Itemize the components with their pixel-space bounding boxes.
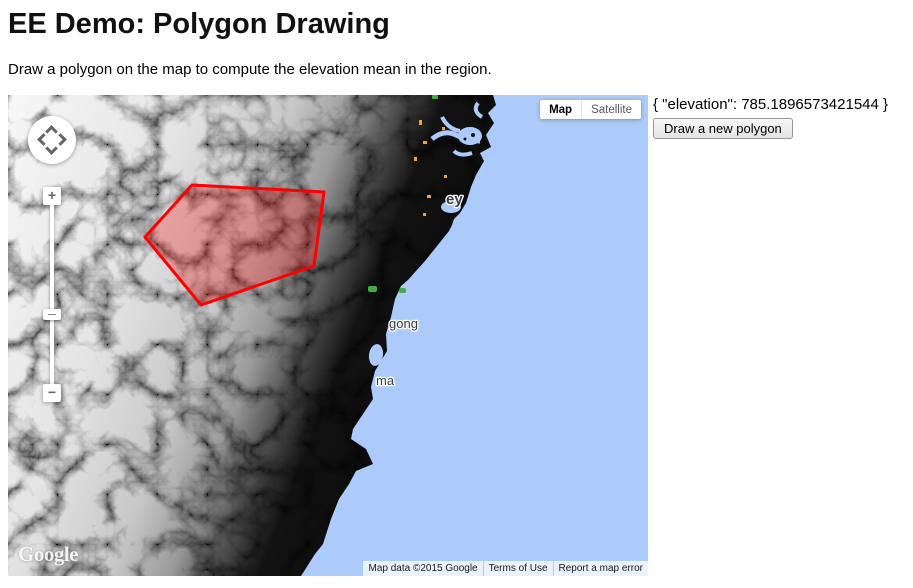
elevation-result: { "elevation": 785.1896573421544 } — [653, 96, 889, 113]
city-label-kiama: ma — [376, 373, 395, 388]
pan-down-icon[interactable] — [45, 142, 58, 155]
report-map-error-link[interactable]: Report a map error — [552, 561, 648, 576]
road-fragments — [414, 120, 447, 216]
zoom-slider-grip — [48, 314, 56, 315]
main-row: ey gong ma + − Map Satellite Google — [8, 95, 913, 576]
drawn-polygon[interactable] — [143, 183, 326, 307]
harbour-islets — [463, 133, 475, 141]
city-label-wollongong: gong — [389, 316, 418, 331]
map-data-copyright: Map data ©2015 Google — [368, 563, 478, 574]
elevation-map-layer: ey gong ma — [8, 95, 648, 576]
map-canvas[interactable]: ey gong ma + − Map Satellite Google — [8, 95, 648, 576]
terms-of-use-link[interactable]: Terms of Use — [482, 561, 553, 576]
city-label-sydney: ey — [446, 191, 463, 208]
zoom-slider-track[interactable] — [50, 205, 54, 384]
map-attribution: Map data ©2015 Google Terms of Use Repor… — [363, 561, 648, 576]
page-subtitle: Draw a polygon on the map to compute the… — [8, 61, 492, 78]
ocean-water — [301, 95, 648, 576]
park-patches — [368, 95, 438, 293]
results-panel: { "elevation": 785.1896573421544 } Draw … — [653, 95, 888, 139]
map-type-map-button[interactable]: Map — [540, 100, 582, 119]
map-type-satellite-button[interactable]: Satellite — [581, 100, 641, 119]
zoom-in-button[interactable]: + — [43, 187, 61, 205]
pan-control[interactable] — [28, 116, 76, 164]
page-title: EE Demo: Polygon Drawing — [8, 8, 390, 40]
zoom-out-button[interactable]: − — [43, 384, 61, 402]
pan-right-icon[interactable] — [54, 133, 67, 146]
zoom-slider-handle[interactable] — [43, 309, 61, 320]
map-type-control: Map Satellite — [540, 100, 641, 119]
google-logo[interactable]: Google — [18, 542, 79, 566]
harbour-inlets — [368, 101, 484, 366]
draw-new-polygon-button[interactable]: Draw a new polygon — [653, 118, 793, 139]
